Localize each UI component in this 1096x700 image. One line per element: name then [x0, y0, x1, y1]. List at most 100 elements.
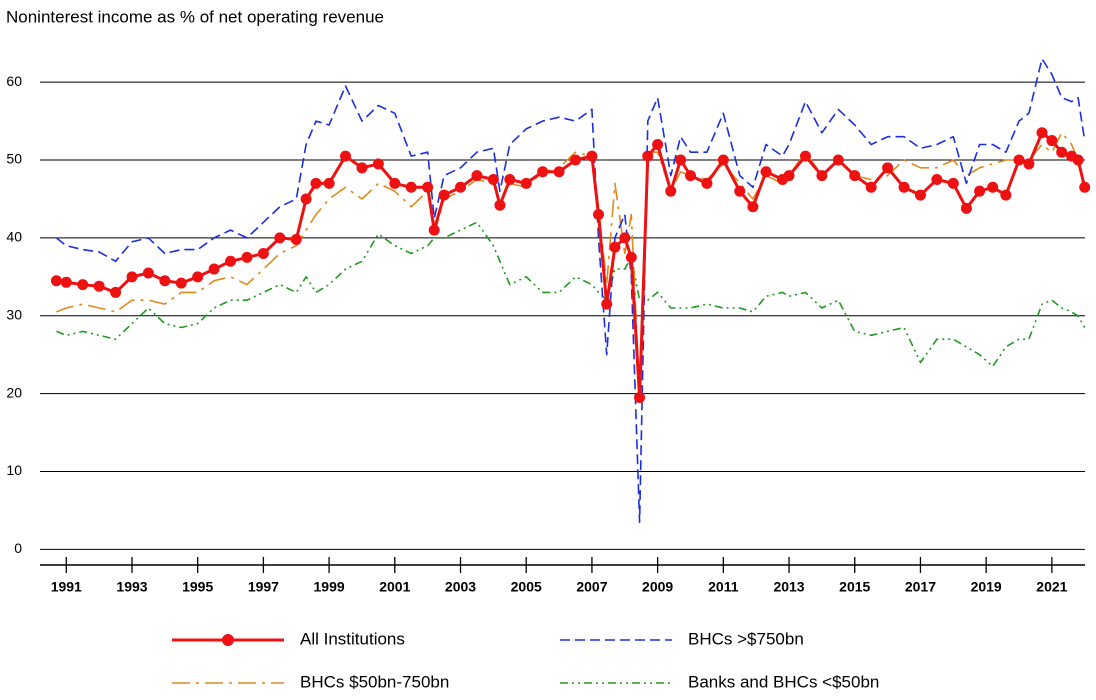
data-point: [974, 185, 986, 197]
series-line: [55, 57, 1086, 524]
data-point: [422, 181, 434, 193]
data-point: [494, 199, 506, 211]
data-point: [405, 181, 417, 193]
data-point: [760, 166, 772, 178]
data-point: [300, 193, 312, 205]
data-point: [947, 177, 959, 189]
data-point: [1023, 158, 1035, 170]
data-point: [241, 251, 253, 263]
data-point: [438, 189, 450, 201]
data-point: [487, 174, 499, 185]
data-point: [865, 181, 877, 193]
legend-label: Banks and BHCs <$50bn: [688, 672, 879, 691]
data-point: [849, 170, 861, 182]
data-point: [619, 232, 631, 244]
x-tick-label: 2017: [905, 579, 936, 595]
y-tick-label: 60: [6, 73, 22, 89]
data-point: [601, 298, 613, 310]
data-point: [310, 177, 322, 189]
data-point: [783, 170, 795, 182]
data-point: [675, 154, 687, 166]
legend-label: BHCs >$750bn: [688, 629, 804, 648]
data-point: [882, 162, 894, 174]
data-point: [1079, 181, 1091, 193]
x-tick-label: 2001: [379, 579, 410, 595]
data-point: [832, 154, 844, 166]
x-tick-label: 1991: [51, 579, 82, 595]
data-point: [389, 177, 401, 189]
x-tick-label: 2021: [1036, 579, 1067, 595]
data-point: [592, 209, 604, 221]
data-point: [77, 279, 89, 291]
data-point: [225, 255, 237, 267]
y-tick-label: 0: [14, 540, 22, 556]
x-tick-label: 2009: [642, 579, 673, 595]
data-point: [652, 138, 664, 150]
data-point: [665, 185, 677, 197]
data-point: [625, 251, 637, 263]
data-point: [642, 150, 654, 162]
data-point: [126, 271, 138, 283]
data-point: [372, 158, 384, 170]
data-point: [931, 174, 943, 185]
data-point: [50, 275, 62, 287]
data-point: [159, 275, 171, 287]
legend-label: All Institutions: [300, 629, 405, 648]
data-point: [257, 247, 269, 259]
data-point: [455, 181, 467, 193]
data-point: [175, 277, 187, 289]
data-point: [898, 181, 910, 193]
data-point: [684, 170, 696, 182]
data-point: [428, 224, 440, 236]
data-point: [192, 271, 204, 283]
data-point: [609, 241, 621, 253]
series-line: [56, 221, 1086, 368]
data-point: [290, 233, 302, 245]
x-tick-label: 1999: [314, 579, 345, 595]
x-tick-label: 1993: [116, 579, 147, 595]
x-tick-label: 2015: [839, 579, 870, 595]
data-point: [60, 276, 72, 288]
data-point: [717, 154, 729, 166]
x-tick-label: 2007: [576, 579, 607, 595]
x-tick-label: 2013: [773, 579, 804, 595]
x-tick-label: 2005: [511, 579, 542, 595]
data-point: [93, 280, 105, 292]
x-tick-label: 1995: [182, 579, 213, 595]
y-tick-label: 50: [6, 151, 22, 167]
data-point: [1072, 154, 1084, 166]
legend-label: BHCs $50bn-750bn: [300, 672, 449, 691]
data-point: [987, 181, 999, 193]
legend-marker: [222, 634, 234, 646]
chart-title: Noninterest income as % of net operating…: [6, 7, 384, 26]
data-point: [274, 232, 286, 244]
data-point: [340, 150, 352, 162]
data-point: [634, 392, 646, 404]
data-point: [142, 267, 154, 279]
x-tick-label: 1997: [248, 579, 279, 595]
series-line: [56, 132, 1086, 395]
data-point: [1000, 189, 1012, 201]
data-point: [356, 162, 368, 174]
data-point: [734, 185, 746, 197]
data-point: [816, 170, 828, 182]
data-point: [960, 202, 972, 214]
data-point: [701, 177, 713, 189]
data-point: [1046, 135, 1058, 147]
data-point: [553, 166, 565, 178]
y-tick-label: 30: [6, 306, 22, 322]
data-point: [799, 150, 811, 162]
data-point: [586, 150, 598, 162]
data-point: [914, 189, 926, 201]
data-point: [471, 170, 483, 182]
x-tick-label: 2019: [971, 579, 1002, 595]
data-point: [110, 286, 122, 298]
data-point: [569, 154, 581, 166]
data-point: [1013, 154, 1025, 166]
x-tick-label: 2011: [708, 579, 739, 595]
data-point: [747, 201, 759, 213]
data-point: [520, 177, 532, 189]
data-point: [323, 177, 335, 189]
